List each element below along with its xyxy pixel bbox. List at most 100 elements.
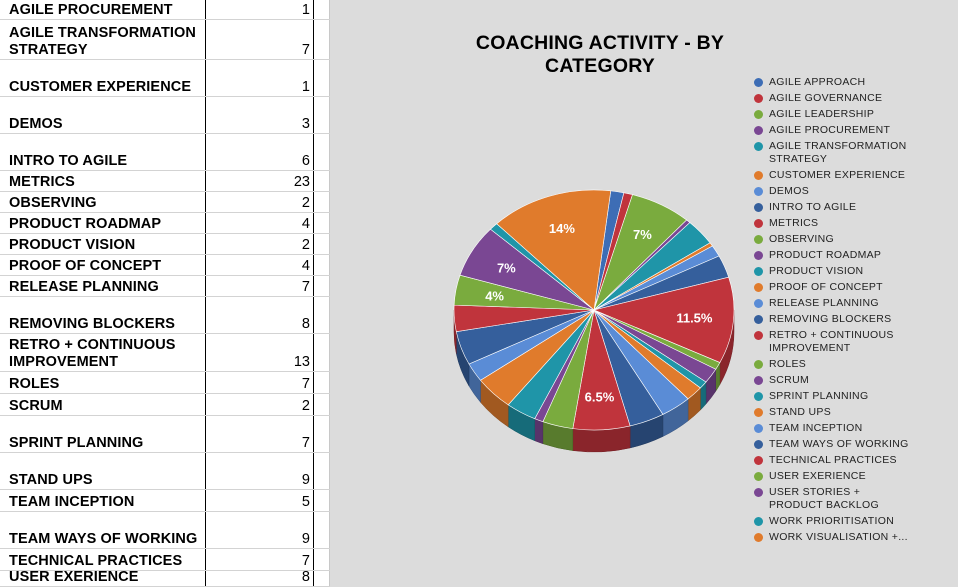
table-row[interactable]: RETRO + CONTINUOUS IMPROVEMENT 13 bbox=[0, 334, 330, 372]
table-row[interactable]: INTRO TO AGILE 6 bbox=[0, 134, 330, 171]
category-cell[interactable]: TECHNICAL PRACTICES bbox=[9, 553, 183, 569]
legend-swatch bbox=[754, 267, 763, 276]
legend-label: CUSTOMER EXPERIENCE bbox=[769, 169, 906, 181]
legend-swatch bbox=[754, 78, 763, 87]
legend-item: INTRO TO AGILE bbox=[754, 201, 954, 214]
pie-slice[interactable] bbox=[593, 276, 735, 363]
category-cell[interactable]: USER EXERIENCE bbox=[9, 569, 139, 585]
count-cell[interactable]: 1 bbox=[301, 79, 310, 95]
category-cell[interactable]: PRODUCT ROADMAP bbox=[9, 216, 162, 232]
count-cell[interactable]: 4 bbox=[301, 216, 310, 232]
category-cell[interactable]: PRODUCT VISION bbox=[9, 237, 136, 253]
table-row[interactable]: METRICS 23 bbox=[0, 171, 330, 192]
legend-item: CUSTOMER EXPERIENCE bbox=[754, 169, 954, 182]
category-cell[interactable]: TEAM INCEPTION bbox=[9, 494, 135, 510]
count-cell[interactable]: 3 bbox=[301, 116, 310, 132]
table-row[interactable]: AGILE PROCUREMENT 1 bbox=[0, 0, 330, 20]
legend-label: AGILE LEADERSHIP bbox=[769, 108, 875, 120]
count-cell[interactable]: 1 bbox=[301, 2, 310, 18]
legend-label: AGILE TRANSFORMATION STRATEGY bbox=[769, 140, 907, 165]
table-row[interactable]: OBSERVING 2 bbox=[0, 192, 330, 213]
category-cell[interactable]: CUSTOMER EXPERIENCE bbox=[9, 79, 192, 95]
table-row[interactable]: DEMOS 3 bbox=[0, 97, 330, 134]
table-row[interactable]: PRODUCT ROADMAP 4 bbox=[0, 213, 330, 234]
count-cell[interactable]: 7 bbox=[301, 376, 310, 392]
legend-item: SPRINT PLANNING bbox=[754, 390, 954, 403]
count-cell[interactable]: 7 bbox=[301, 553, 310, 569]
legend-label: TECHNICAL PRACTICES bbox=[769, 454, 897, 466]
legend-item: PRODUCT ROADMAP bbox=[754, 249, 954, 262]
legend-swatch bbox=[754, 126, 763, 135]
count-cell[interactable]: 8 bbox=[301, 569, 310, 585]
table-row[interactable]: TEAM WAYS OF WORKING 9 bbox=[0, 512, 330, 549]
category-cell[interactable]: TEAM WAYS OF WORKING bbox=[9, 531, 198, 547]
count-cell[interactable]: 2 bbox=[301, 237, 310, 253]
table-row[interactable]: STAND UPS 9 bbox=[0, 453, 330, 490]
legend-item: AGILE PROCUREMENT bbox=[754, 124, 954, 137]
legend-item: WORK VISUALISATION +... bbox=[754, 531, 954, 544]
legend-label: SPRINT PLANNING bbox=[769, 390, 869, 402]
table-row[interactable]: CUSTOMER EXPERIENCE 1 bbox=[0, 60, 330, 97]
table-row[interactable]: ROLES 7 bbox=[0, 372, 330, 394]
count-cell[interactable]: 7 bbox=[301, 42, 310, 58]
category-cell[interactable]: RETRO + CONTINUOUS IMPROVEMENT bbox=[9, 337, 176, 370]
count-cell[interactable]: 4 bbox=[301, 258, 310, 274]
category-cell[interactable]: OBSERVING bbox=[9, 195, 97, 211]
count-cell[interactable]: 7 bbox=[301, 435, 310, 451]
count-cell[interactable]: 2 bbox=[301, 195, 310, 211]
count-cell[interactable]: 7 bbox=[301, 279, 310, 295]
legend-swatch bbox=[754, 219, 763, 228]
pie-percent-label: 11.5% bbox=[676, 311, 713, 326]
count-cell[interactable]: 2 bbox=[301, 398, 310, 414]
table-row[interactable]: AGILE TRANSFORMATION STRATEGY 7 bbox=[0, 20, 330, 60]
legend-label: USER STORIES + PRODUCT BACKLOG bbox=[769, 486, 879, 511]
count-cell[interactable]: 9 bbox=[301, 531, 310, 547]
table-row[interactable]: PROOF OF CONCEPT 4 bbox=[0, 255, 330, 276]
table-row[interactable]: RELEASE PLANNING 7 bbox=[0, 276, 330, 297]
legend-item: TEAM INCEPTION bbox=[754, 422, 954, 435]
category-cell[interactable]: INTRO TO AGILE bbox=[9, 153, 128, 169]
category-cell[interactable]: REMOVING BLOCKERS bbox=[9, 316, 176, 332]
legend-swatch bbox=[754, 424, 763, 433]
legend-label: PRODUCT ROADMAP bbox=[769, 249, 882, 261]
table-row[interactable]: TECHNICAL PRACTICES 7 bbox=[0, 549, 330, 571]
legend-item: RELEASE PLANNING bbox=[754, 297, 954, 310]
category-cell[interactable]: AGILE TRANSFORMATION STRATEGY bbox=[9, 25, 196, 58]
category-cell[interactable]: ROLES bbox=[9, 376, 60, 392]
legend-swatch bbox=[754, 203, 763, 212]
category-cell[interactable]: METRICS bbox=[9, 174, 75, 190]
chart-panel[interactable]: 7% 11.5% 6.5% 4% 7% 14% COACHING ACTIVITY - B… bbox=[330, 0, 958, 587]
pie-percent-label: 7% bbox=[497, 260, 516, 275]
category-cell[interactable]: AGILE PROCUREMENT bbox=[9, 2, 173, 18]
table-row[interactable]: REMOVING BLOCKERS 8 bbox=[0, 297, 330, 334]
count-cell[interactable]: 23 bbox=[293, 174, 310, 190]
table-row[interactable]: USER EXERIENCE 8 bbox=[0, 569, 330, 587]
table-row[interactable]: SPRINT PLANNING 7 bbox=[0, 416, 330, 453]
legend-item: SCRUM bbox=[754, 374, 954, 387]
legend-label: INTRO TO AGILE bbox=[769, 201, 857, 213]
category-cell[interactable]: PROOF OF CONCEPT bbox=[9, 258, 162, 274]
legend-swatch bbox=[754, 235, 763, 244]
pie-slices[interactable] bbox=[453, 189, 735, 431]
pie-percent-label: 4% bbox=[485, 289, 504, 304]
table-row[interactable]: PRODUCT VISION 2 bbox=[0, 234, 330, 255]
category-cell[interactable]: DEMOS bbox=[9, 116, 63, 132]
count-cell[interactable]: 8 bbox=[301, 316, 310, 332]
pie-chart[interactable]: 7% 11.5% 6.5% 4% 7% 14% bbox=[330, 0, 958, 587]
table-row[interactable]: SCRUM 2 bbox=[0, 394, 330, 416]
pie-slice[interactable] bbox=[496, 189, 612, 311]
category-cell[interactable]: RELEASE PLANNING bbox=[9, 279, 159, 295]
category-cell[interactable]: STAND UPS bbox=[9, 472, 93, 488]
count-cell[interactable]: 6 bbox=[301, 153, 310, 169]
legend-swatch bbox=[754, 408, 763, 417]
category-cell[interactable]: SCRUM bbox=[9, 398, 63, 414]
count-cell[interactable]: 13 bbox=[293, 354, 310, 370]
legend-swatch bbox=[754, 360, 763, 369]
count-cell[interactable]: 9 bbox=[301, 472, 310, 488]
legend-label: DEMOS bbox=[769, 185, 810, 197]
category-cell[interactable]: SPRINT PLANNING bbox=[9, 435, 144, 451]
count-cell[interactable]: 5 bbox=[301, 494, 310, 510]
table-row[interactable]: TEAM INCEPTION 5 bbox=[0, 490, 330, 512]
legend-label: WORK VISUALISATION +... bbox=[769, 531, 908, 543]
legend-swatch bbox=[754, 299, 763, 308]
